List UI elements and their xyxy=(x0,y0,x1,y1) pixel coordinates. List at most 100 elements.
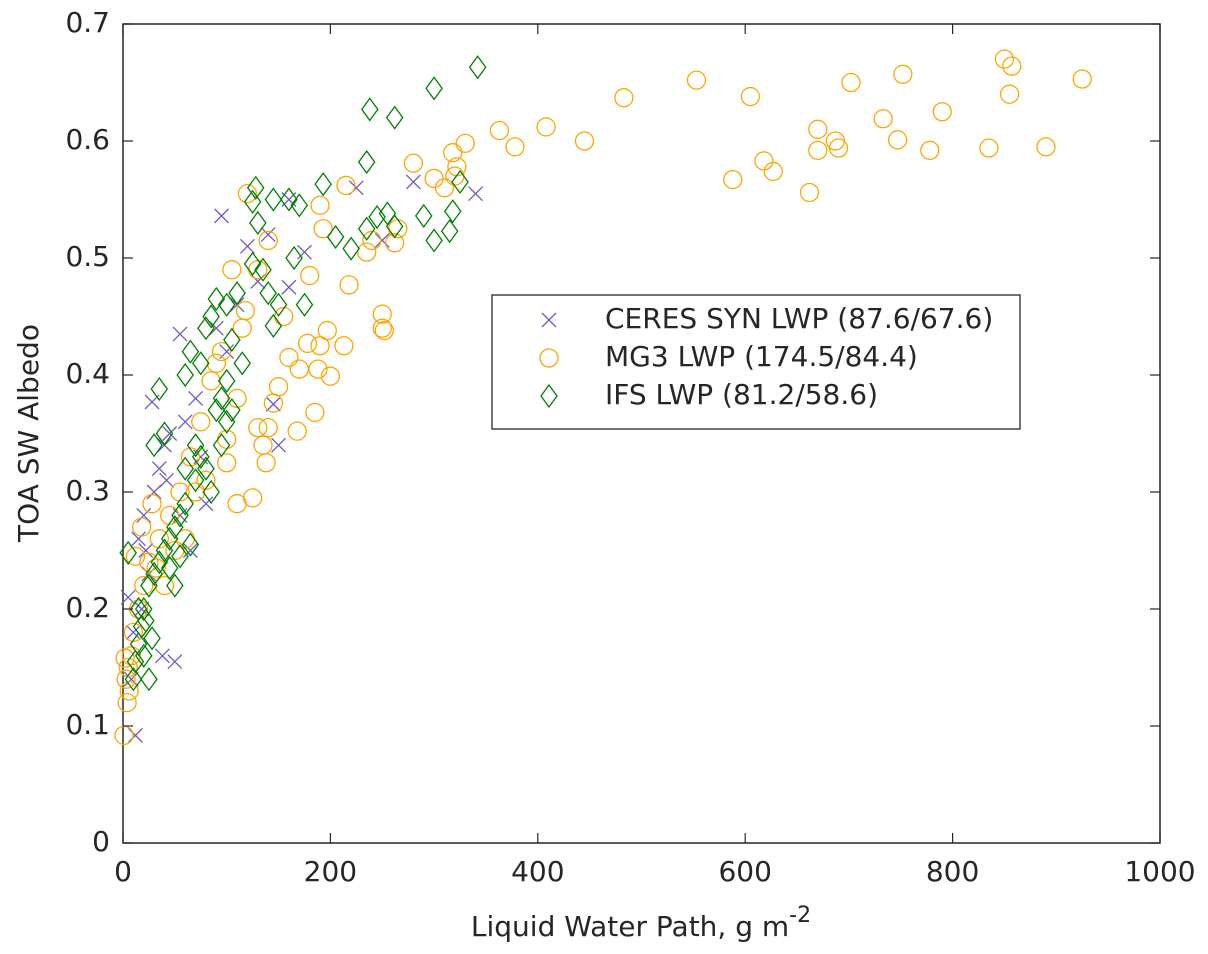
marker xyxy=(117,692,137,713)
marker xyxy=(361,97,379,122)
marker xyxy=(305,402,325,423)
marker xyxy=(310,336,330,356)
marker xyxy=(172,326,188,342)
marker xyxy=(206,353,226,373)
marker xyxy=(260,227,276,243)
marker xyxy=(828,138,849,158)
marker xyxy=(217,453,237,473)
x-tick-label: 600 xyxy=(718,855,771,888)
marker xyxy=(841,72,861,93)
marker xyxy=(271,437,287,453)
marker xyxy=(932,102,952,122)
marker xyxy=(186,468,205,493)
marker xyxy=(541,312,557,328)
marker xyxy=(217,368,236,393)
marker xyxy=(268,377,289,397)
marker xyxy=(1002,56,1022,76)
marker xyxy=(279,347,299,368)
y-tick-label: 0.5 xyxy=(65,240,110,273)
marker xyxy=(146,558,166,578)
marker xyxy=(143,626,161,651)
marker xyxy=(167,654,183,670)
marker xyxy=(125,624,141,640)
marker xyxy=(186,433,205,458)
marker xyxy=(873,109,893,129)
marker xyxy=(920,140,940,161)
marker xyxy=(181,532,200,557)
marker xyxy=(191,351,210,376)
x-axis-label: Liquid Water Path, g m-2 xyxy=(471,903,811,943)
marker xyxy=(385,233,405,253)
marker xyxy=(254,257,272,282)
marker xyxy=(185,482,206,502)
marker xyxy=(357,242,377,262)
marker xyxy=(443,199,462,224)
marker xyxy=(145,433,163,458)
marker xyxy=(799,182,820,203)
marker xyxy=(129,596,148,622)
marker xyxy=(388,219,408,239)
marker xyxy=(385,214,404,239)
marker xyxy=(159,472,175,488)
marker xyxy=(424,168,444,189)
marker xyxy=(342,236,360,261)
marker xyxy=(979,138,999,158)
marker xyxy=(170,482,190,502)
marker xyxy=(150,550,169,575)
marker xyxy=(182,543,198,558)
marker xyxy=(334,336,354,356)
marker xyxy=(212,433,231,458)
marker xyxy=(140,573,158,598)
marker xyxy=(180,447,201,467)
marker xyxy=(166,573,184,598)
marker xyxy=(134,643,153,668)
legend-label: MG3 LWP (174.5/84.4) xyxy=(605,340,918,373)
marker xyxy=(235,300,256,321)
marker xyxy=(140,667,158,692)
marker xyxy=(154,648,170,664)
marker xyxy=(116,669,136,689)
marker xyxy=(256,453,276,473)
marker xyxy=(314,172,332,197)
marker xyxy=(249,210,267,236)
marker xyxy=(207,286,226,312)
marker xyxy=(440,218,459,244)
marker xyxy=(264,187,283,212)
marker xyxy=(176,362,195,388)
marker xyxy=(265,396,281,412)
marker xyxy=(160,505,180,526)
y-tick-label: 0.4 xyxy=(65,357,110,390)
marker xyxy=(297,244,312,260)
marker xyxy=(540,383,558,409)
marker xyxy=(119,681,139,701)
marker xyxy=(405,174,421,190)
y-tick-label: 0.2 xyxy=(65,591,110,624)
marker xyxy=(403,153,424,173)
marker xyxy=(132,517,152,537)
marker xyxy=(115,648,135,668)
y-axis-label: TOA SW Albedo xyxy=(12,324,45,543)
marker xyxy=(149,529,169,549)
marker xyxy=(339,275,359,295)
y-tick-label: 0.3 xyxy=(65,474,110,507)
marker xyxy=(248,417,268,438)
marker xyxy=(614,88,634,108)
marker xyxy=(123,671,139,687)
marker xyxy=(362,230,382,251)
marker xyxy=(202,479,220,505)
x-tick-label: 800 xyxy=(926,855,979,888)
marker xyxy=(310,195,330,216)
marker xyxy=(139,552,159,572)
marker xyxy=(336,175,356,196)
marker xyxy=(308,359,328,379)
marker xyxy=(468,186,484,202)
legend-box xyxy=(491,294,1021,430)
marker xyxy=(145,561,163,587)
marker xyxy=(887,130,908,150)
marker xyxy=(295,292,314,317)
marker xyxy=(536,117,556,137)
marker xyxy=(246,175,265,200)
marker xyxy=(264,313,283,338)
marker xyxy=(686,70,707,90)
